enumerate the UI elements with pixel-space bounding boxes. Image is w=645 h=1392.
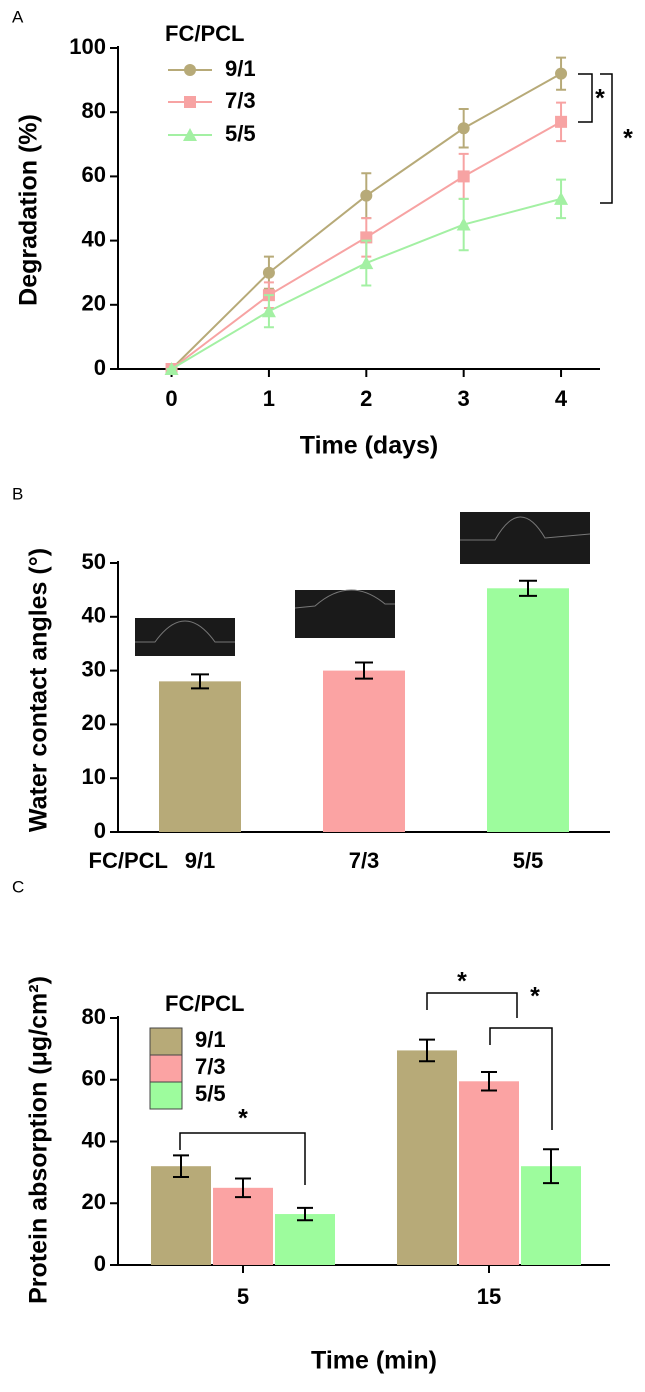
category-title: FC/PCL xyxy=(89,848,168,873)
bracket xyxy=(578,73,593,123)
x-tick-label: 1 xyxy=(263,386,275,411)
x-tick-label: 4 xyxy=(555,386,568,411)
y-tick-label: 0 xyxy=(94,355,106,380)
y-tick-label: 20 xyxy=(82,291,106,316)
error-bar xyxy=(481,1071,497,1092)
bar xyxy=(397,1050,457,1265)
annotation: * xyxy=(595,85,605,113)
droplet-outline xyxy=(135,620,235,643)
marker xyxy=(555,67,568,80)
y-axis-title: Protein absorption (μg/cm²) xyxy=(25,976,53,1304)
x-tick-label: 5 xyxy=(237,1284,249,1309)
y-tick-label: 10 xyxy=(82,764,106,789)
legend-swatch xyxy=(149,1081,183,1110)
marker xyxy=(360,189,373,202)
marker xyxy=(457,170,470,183)
marker xyxy=(262,266,275,279)
marker xyxy=(359,256,374,270)
error-bar xyxy=(191,673,209,690)
error-bar xyxy=(355,661,373,680)
y-axis-title: Degradation (%) xyxy=(15,114,43,306)
y-tick-label: 40 xyxy=(82,226,106,251)
bracket xyxy=(600,73,613,204)
annotation: * xyxy=(238,1105,248,1133)
y-tick-label: 80 xyxy=(82,1004,106,1029)
error-bar xyxy=(235,1177,251,1199)
bar xyxy=(275,1214,335,1265)
y-tick-label: 20 xyxy=(82,710,106,735)
y-tick-label: 0 xyxy=(94,818,106,843)
marker xyxy=(457,122,470,135)
y-tick-label: 30 xyxy=(82,656,106,681)
panel-label: A xyxy=(12,7,24,26)
annotation: * xyxy=(530,983,540,1011)
x-axis-title: Time (days) xyxy=(300,432,438,460)
droplet-image xyxy=(295,590,395,638)
droplet-image xyxy=(460,512,590,564)
marker xyxy=(184,96,196,108)
x-tick-label: 15 xyxy=(477,1284,501,1309)
marker xyxy=(554,191,569,205)
legend-label: 9/1 xyxy=(195,1027,226,1052)
legend-label: 5/5 xyxy=(225,121,256,146)
error-bar xyxy=(297,1206,313,1222)
bar xyxy=(151,1166,211,1265)
panel-label: B xyxy=(12,484,23,503)
droplet-outline xyxy=(460,516,591,541)
marker xyxy=(555,115,568,128)
y-tick-label: 80 xyxy=(82,98,106,123)
legend-title: FC/PCL xyxy=(165,991,244,1016)
y-tick-label: 40 xyxy=(82,603,106,628)
error-bar xyxy=(173,1154,189,1179)
y-tick-label: 0 xyxy=(94,1251,106,1276)
y-tick-label: 60 xyxy=(82,162,106,187)
marker xyxy=(183,128,197,141)
legend-label: 7/3 xyxy=(195,1054,226,1079)
significance-brackets xyxy=(179,73,613,1185)
marker xyxy=(164,362,179,375)
legend-title: FC/PCL xyxy=(165,21,244,46)
marker xyxy=(261,304,276,318)
bracket xyxy=(179,1132,306,1185)
x-tick-label: 5/5 xyxy=(513,848,544,873)
x-tick-label: 0 xyxy=(165,386,177,411)
x-tick-label: 2 xyxy=(360,386,372,411)
x-tick-label: 7/3 xyxy=(349,848,380,873)
droplet-outline xyxy=(294,589,395,609)
error-bar xyxy=(543,1148,559,1185)
y-tick-label: 100 xyxy=(69,34,106,59)
legend-swatch xyxy=(149,1027,183,1056)
legend-label: 9/1 xyxy=(225,56,256,81)
droplet-image xyxy=(135,618,235,656)
y-tick-label: 60 xyxy=(82,1066,106,1091)
error-bar xyxy=(419,1038,435,1063)
y-tick-label: 50 xyxy=(82,549,106,574)
legend-label: 5/5 xyxy=(195,1081,226,1106)
x-tick-label: 3 xyxy=(458,386,470,411)
x-axis-title: Time (min) xyxy=(311,1347,437,1375)
bar xyxy=(213,1187,273,1265)
marker xyxy=(456,217,471,231)
annotation: * xyxy=(457,968,467,996)
bracket xyxy=(426,992,518,1018)
droplet-images xyxy=(135,512,591,656)
marker xyxy=(184,64,196,76)
panel-label: C xyxy=(12,877,24,896)
y-axis-title: Water contact angles (°) xyxy=(25,548,53,832)
bar xyxy=(323,670,405,832)
legend-label: 7/3 xyxy=(225,88,256,113)
bracket xyxy=(489,1027,553,1130)
annotation: * xyxy=(623,125,633,153)
bar xyxy=(487,588,569,832)
y-tick-label: 40 xyxy=(82,1127,106,1152)
y-tick-label: 20 xyxy=(82,1189,106,1214)
x-tick-label: 9/1 xyxy=(185,848,216,873)
legend-swatch xyxy=(149,1054,183,1083)
error-bar xyxy=(519,579,537,597)
bar xyxy=(459,1081,519,1265)
bar xyxy=(159,681,241,832)
